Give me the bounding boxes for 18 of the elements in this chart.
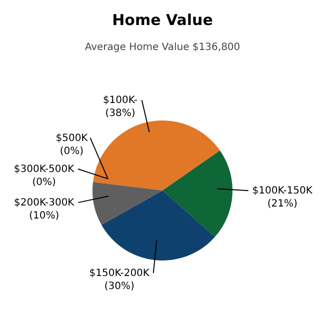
data-label: (21%) — [267, 198, 298, 210]
pie-slice — [162, 150, 232, 237]
slice-label: $100K- — [102, 95, 138, 106]
pie-slice — [92, 182, 162, 225]
text: (0%) — [32, 176, 56, 188]
legend-label: $300K-500K — [14, 164, 75, 175]
data-label: (10%) — [29, 210, 60, 222]
category-label: $500K — [56, 132, 88, 144]
chart-subtitle: Average Home Value $136,800 — [84, 42, 240, 53]
text: (0%) — [60, 146, 84, 157]
chart-title: Home Value — [112, 11, 213, 29]
data-label: (38%) — [105, 108, 136, 120]
slice-label: $200K-300K — [14, 198, 75, 209]
slice-label: $150K-200K — [89, 268, 150, 280]
pie-slice — [93, 120, 220, 190]
slice-label: $100K-150K — [252, 186, 313, 197]
data-label: (30%) — [104, 281, 134, 292]
pie-slice — [101, 190, 215, 260]
